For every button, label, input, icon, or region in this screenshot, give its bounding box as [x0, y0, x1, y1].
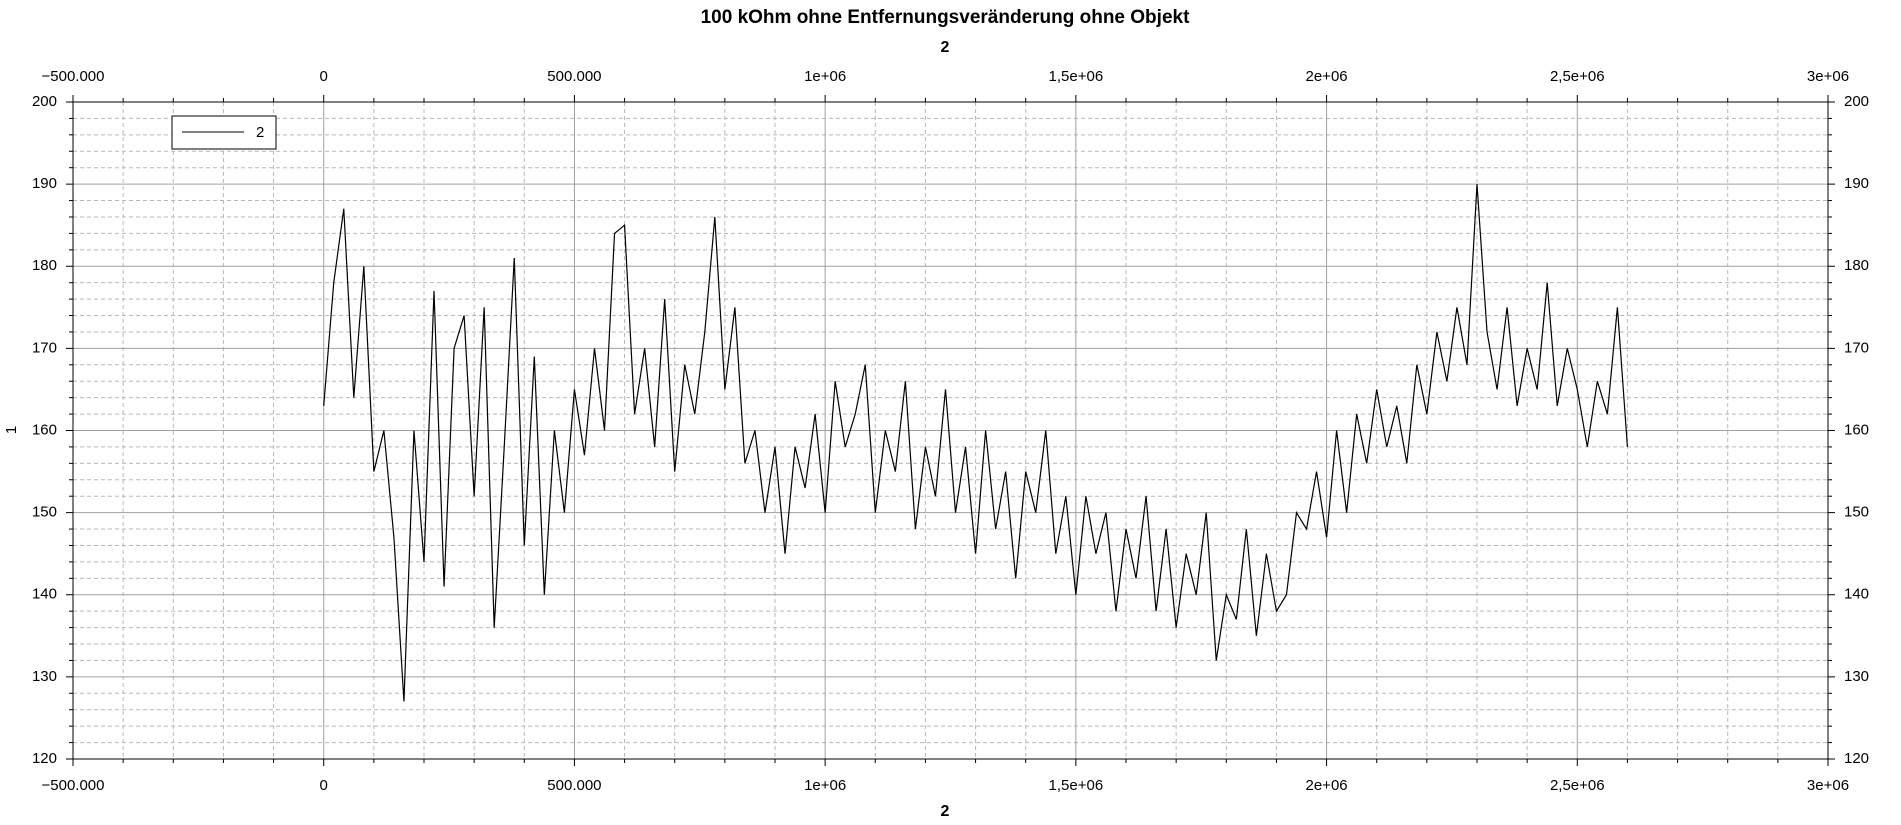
x-axis-title-top: 2 [941, 39, 950, 56]
plot-frame [72, 101, 1829, 760]
x-tick-label-top: 500.000 [547, 68, 601, 85]
y-tick-label: 200 [32, 93, 57, 110]
y-tick-label-right: 120 [1844, 750, 1869, 767]
x-tick-label: 2e+06 [1306, 777, 1348, 794]
data-line [323, 184, 1629, 702]
x-tick-label-top: −500.000 [42, 68, 105, 85]
x-tick-label: 1e+06 [804, 777, 846, 794]
y-tick-label-right: 130 [1844, 668, 1869, 685]
y-tick-label-right: 170 [1844, 339, 1869, 356]
y-tick-label: 120 [32, 750, 57, 767]
x-tick-label-top: 0 [320, 68, 328, 85]
y-axis-title: 1 [3, 426, 20, 434]
x-tick-label: 3e+06 [1807, 777, 1849, 794]
x-tick-label: −500.000 [42, 777, 105, 794]
y-tick-label-right: 150 [1844, 504, 1869, 521]
x-tick-label: 1,5e+06 [1049, 777, 1104, 794]
y-tick-label: 190 [32, 175, 57, 192]
legend-label: 2 [256, 124, 264, 141]
y-tick-label-right: 160 [1844, 421, 1869, 438]
x-tick-label: 500.000 [547, 777, 601, 794]
x-tick-label: 2,5e+06 [1550, 777, 1605, 794]
y-tick-label: 170 [32, 339, 57, 356]
y-tick-label: 150 [32, 504, 57, 521]
y-tick-label-right: 180 [1844, 257, 1869, 274]
y-tick-label-right: 200 [1844, 93, 1869, 110]
x-tick-label-top: 2e+06 [1306, 68, 1348, 85]
y-tick-label-right: 140 [1844, 586, 1869, 603]
x-tick-label-top: 1e+06 [804, 68, 846, 85]
x-axis-title: 2 [941, 803, 950, 820]
x-tick-label-top: 3e+06 [1807, 68, 1849, 85]
y-tick-label: 160 [32, 421, 57, 438]
y-tick-label-right: 190 [1844, 175, 1869, 192]
chart-title: 100 kOhm ohne Entfernungsveränderung ohn… [701, 7, 1190, 28]
y-tick-label: 140 [32, 586, 57, 603]
x-tick-label-top: 2,5e+06 [1550, 68, 1605, 85]
y-tick-label: 130 [32, 668, 57, 685]
y-tick-label: 180 [32, 257, 57, 274]
x-tick-label: 0 [320, 777, 328, 794]
x-tick-label-top: 1,5e+06 [1049, 68, 1104, 85]
